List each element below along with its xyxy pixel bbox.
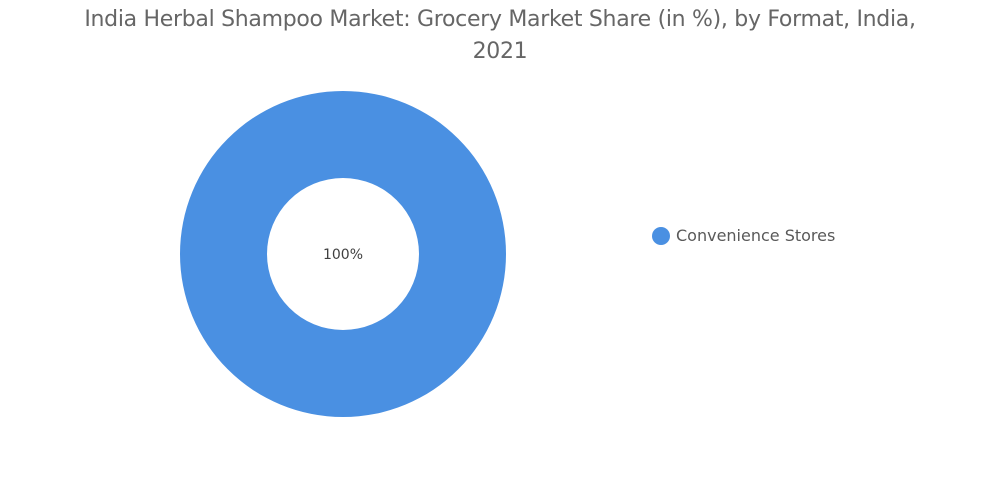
chart-title: India Herbal Shampoo Market: Grocery Mar…: [0, 4, 1000, 68]
donut-slice-convenience-stores: [179, 90, 507, 418]
chart-title-line-1: India Herbal Shampoo Market: Grocery Mar…: [84, 7, 916, 32]
legend-swatch-convenience-stores: [652, 226, 670, 245]
data-label-convenience-stores: 100%: [323, 247, 363, 263]
legend-label-convenience-stores: Convenience Stores: [676, 226, 836, 245]
chart-title-line-2: 2021: [472, 39, 528, 64]
legend: Convenience Stores: [652, 226, 835, 245]
